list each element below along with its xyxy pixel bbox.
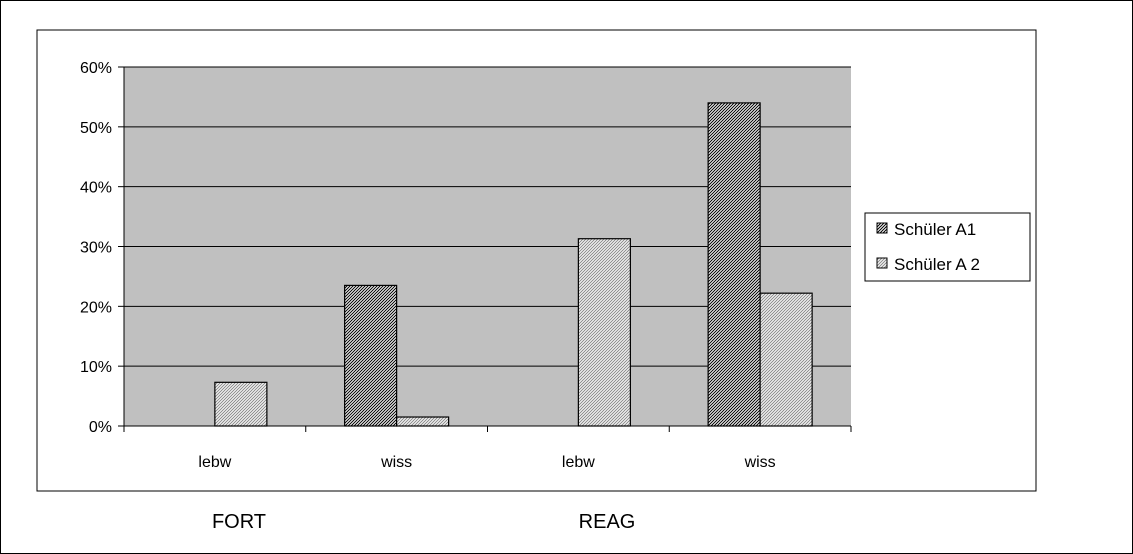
legend-label-series-2: Schüler A 2 (894, 255, 980, 274)
y-ticks: 0% 10% 20% 30% 40% 50% 60% (80, 60, 124, 436)
group-label: FORT (212, 511, 266, 533)
legend-swatch-series-1 (876, 222, 888, 234)
y-tick-label: 20% (80, 299, 112, 316)
legend-swatch-series-2 (876, 257, 888, 269)
bar-series-2 (396, 416, 450, 427)
bar-series-2 (214, 381, 268, 427)
group-label: REAG (579, 511, 636, 533)
x-tick-label: lebw (198, 454, 231, 471)
y-tick-label: 60% (80, 60, 112, 77)
x-tick-label: wiss (744, 454, 776, 471)
y-tick-label: 40% (80, 180, 112, 197)
y-tick-label: 10% (80, 359, 112, 376)
y-tick-label: 30% (80, 240, 112, 257)
bar-series-2 (759, 292, 813, 427)
y-tick-label: 0% (89, 419, 112, 436)
legend: Schüler A1 Schüler A 2 (864, 212, 1031, 282)
bars (214, 102, 813, 427)
legend-box (864, 212, 1031, 282)
bar-series-2 (577, 238, 631, 427)
x-tick-label: lebw (562, 454, 595, 471)
bar-series-1 (344, 284, 398, 427)
x-ticks: lebw wiss lebw wiss (123, 426, 852, 471)
group-labels: FORT REAG (212, 511, 635, 533)
y-tick-label: 50% (80, 120, 112, 137)
bar-series-1 (707, 102, 761, 427)
x-tick-label: wiss (380, 454, 412, 471)
legend-label-series-1: Schüler A1 (894, 220, 976, 239)
